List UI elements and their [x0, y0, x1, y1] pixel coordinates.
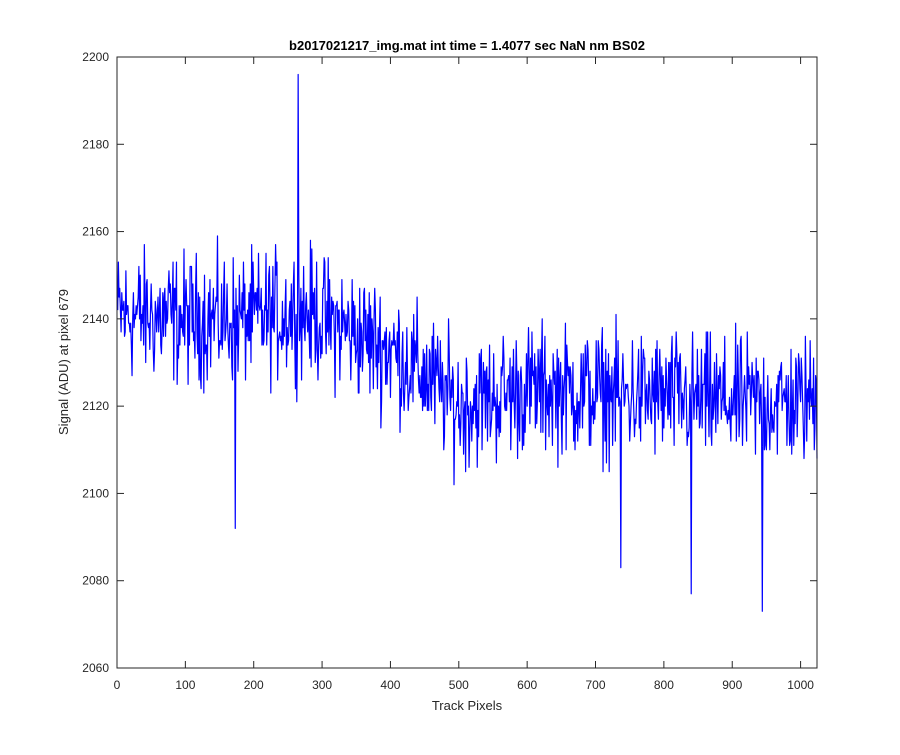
- chart-title: b2017021217_img.mat int time = 1.4077 se…: [289, 38, 645, 53]
- x-tick-label: 700: [586, 678, 606, 692]
- x-tick-label: 400: [380, 678, 400, 692]
- x-tick-label: 1000: [787, 678, 814, 692]
- y-axis-label: Signal (ADU) at pixel 679: [56, 289, 71, 435]
- y-tick-label: 2160: [82, 225, 109, 239]
- y-tick-label: 2120: [82, 399, 109, 413]
- y-tick-label: 2100: [82, 486, 109, 500]
- y-tick-label: 2140: [82, 312, 109, 326]
- x-tick-label: 0: [114, 678, 121, 692]
- x-tick-label: 500: [449, 678, 469, 692]
- x-tick-label: 800: [654, 678, 674, 692]
- x-tick-label: 200: [244, 678, 264, 692]
- y-tick-label: 2200: [82, 50, 109, 64]
- y-tick-label: 2080: [82, 574, 109, 588]
- y-tick-label: 2180: [82, 137, 109, 151]
- x-tick-label: 900: [722, 678, 742, 692]
- x-tick-label: 300: [312, 678, 332, 692]
- y-tick-label: 2060: [82, 661, 109, 675]
- x-axis-label: Track Pixels: [432, 698, 503, 713]
- x-tick-label: 100: [175, 678, 195, 692]
- signal-series-line: [117, 73, 818, 612]
- axes-box: [116, 56, 818, 669]
- x-tick-label: 600: [517, 678, 537, 692]
